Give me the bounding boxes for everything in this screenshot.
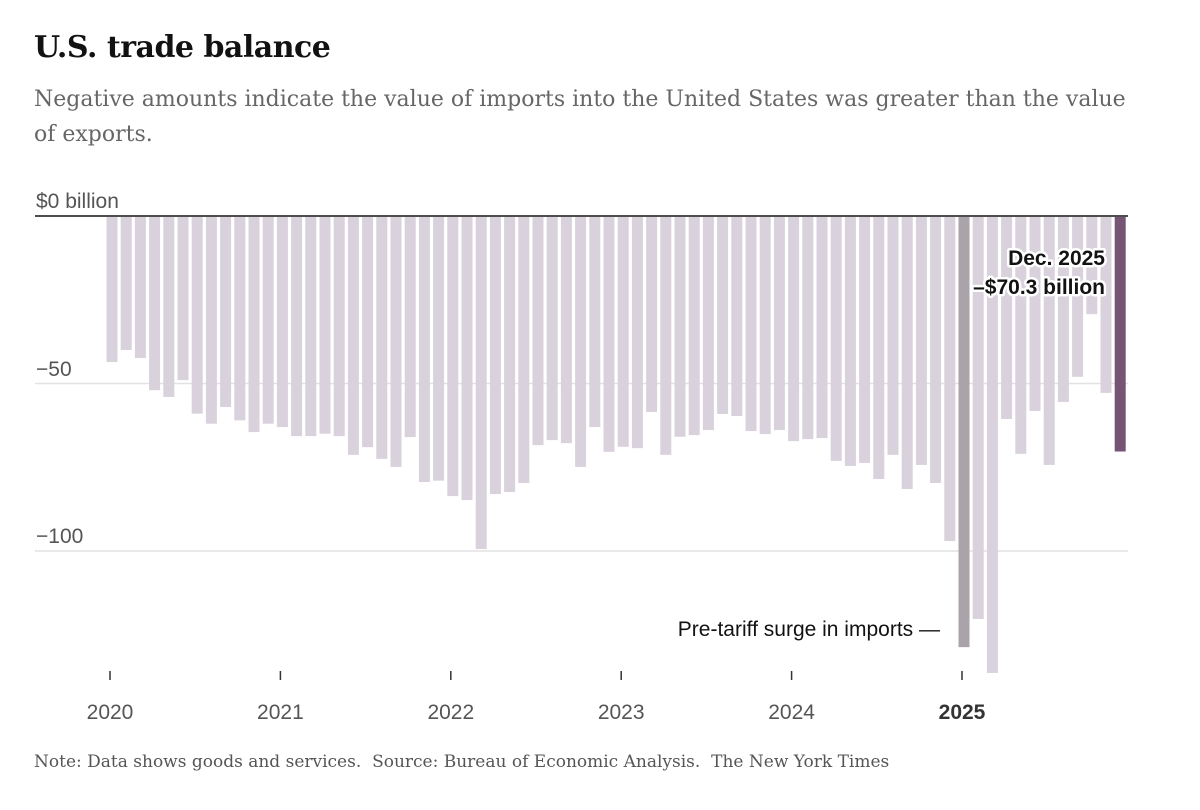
bar-2024-06 [859, 217, 871, 463]
footer: Note: Data shows goods and services. Sou… [34, 752, 889, 772]
bar-2025-11 [1100, 217, 1112, 393]
bar-2020-08 [205, 217, 217, 424]
bar-2023-11 [759, 217, 771, 435]
bar-2025-04 [1001, 217, 1013, 420]
x-tick-label-2022: 2022 [427, 701, 474, 724]
bar-2024-04 [830, 217, 842, 461]
x-tick-label-2023: 2023 [598, 701, 645, 724]
bar-2022-05 [504, 217, 516, 493]
bar-2020-09 [220, 217, 232, 407]
bar-2024-12 [944, 217, 956, 541]
footer-note: Note: Data shows goods and services. [34, 752, 362, 772]
bar-2021-05 [333, 217, 345, 437]
bar-2020-02 [120, 217, 132, 350]
bar-2023-10 [745, 217, 757, 432]
bar-2022-11 [589, 217, 601, 428]
dec-2025-value: –$70.3 billion [973, 276, 1105, 299]
bar-2020-10 [234, 217, 246, 421]
bar-2023-03 [646, 217, 658, 412]
bar-2021-08 [376, 217, 388, 459]
bar-2023-09 [731, 217, 743, 416]
bar-2025-08 [1057, 217, 1069, 402]
bar-2023-07 [702, 217, 714, 431]
x-tick-label-2020: 2020 [87, 701, 134, 724]
dec-2025-label: Dec. 2025 [1008, 247, 1105, 270]
bar-2021-11 [418, 217, 430, 482]
footer-source: Source: Bureau of Economic Analysis. [372, 752, 701, 772]
bar-2025-02 [972, 217, 984, 620]
bar-2025-01 [958, 217, 970, 648]
bar-2022-09 [560, 217, 572, 444]
y-tick-label-0: $0 billion [36, 190, 119, 213]
bar-2021-01 [276, 217, 288, 428]
bar-2022-08 [546, 217, 558, 441]
bar-2021-04 [319, 217, 331, 434]
bar-2022-04 [489, 217, 501, 495]
bar-2025-10 [1086, 217, 1098, 315]
bar-2025-05 [1015, 217, 1027, 454]
bar-2023-12 [773, 217, 785, 431]
bar-2025-09 [1072, 217, 1084, 377]
bar-2021-07 [362, 217, 374, 448]
bar-2020-03 [134, 217, 146, 359]
bar-2020-11 [248, 217, 260, 433]
footer-credit: The New York Times [711, 752, 890, 772]
x-tick-label-2021: 2021 [257, 701, 304, 724]
bar-2024-07 [873, 217, 885, 479]
bar-2022-02 [461, 217, 473, 501]
bar-2021-03 [305, 217, 317, 437]
bar-2024-01 [788, 217, 800, 442]
bar-2024-09 [901, 217, 913, 490]
y-tick-label-50: −50 [36, 358, 72, 381]
bar-2025-06 [1029, 217, 1041, 411]
x-tick-label-2025: 2025 [939, 701, 986, 724]
y-tick-label-100: −100 [36, 525, 83, 548]
bar-2020-06 [177, 217, 189, 381]
bar-2021-10 [404, 217, 416, 438]
x-tick-label-2024: 2024 [768, 701, 815, 724]
bar-2023-08 [717, 217, 729, 414]
bar-2020-05 [163, 217, 175, 397]
pre-tariff-annotation: Pre-tariff surge in imports — [678, 618, 940, 641]
bar-2022-12 [603, 217, 615, 452]
bar-2023-06 [688, 217, 700, 436]
bar-2024-03 [816, 217, 828, 439]
bar-2021-12 [433, 217, 445, 481]
bar-2024-11 [930, 217, 942, 483]
bar-2020-04 [149, 217, 161, 391]
bar-2022-07 [532, 217, 544, 446]
bar-2022-03 [475, 217, 487, 549]
bar-2022-10 [575, 217, 587, 467]
chart-subtitle: Negative amounts indicate the value of i… [34, 87, 1126, 147]
bar-2022-06 [518, 217, 530, 483]
chart-title: U.S. trade balance [34, 30, 331, 65]
bar-2024-08 [887, 217, 899, 455]
bar-2021-06 [347, 217, 359, 455]
bar-2020-07 [191, 217, 203, 414]
bar-2024-02 [802, 217, 814, 440]
bar-2023-05 [674, 217, 686, 437]
bar-2025-12 [1114, 217, 1126, 452]
bar-2023-02 [631, 217, 643, 449]
bar-2023-04 [660, 217, 672, 455]
bar-2020-12 [262, 217, 274, 424]
bar-2025-07 [1043, 217, 1055, 465]
bar-2022-01 [447, 217, 459, 497]
bar-2024-10 [915, 217, 927, 465]
bar-2021-02 [291, 217, 303, 437]
bar-2021-09 [390, 217, 402, 467]
bar-2023-01 [617, 217, 629, 447]
bar-2025-03 [986, 217, 998, 673]
bar-2024-05 [844, 217, 856, 466]
bar-2020-01 [106, 217, 118, 363]
